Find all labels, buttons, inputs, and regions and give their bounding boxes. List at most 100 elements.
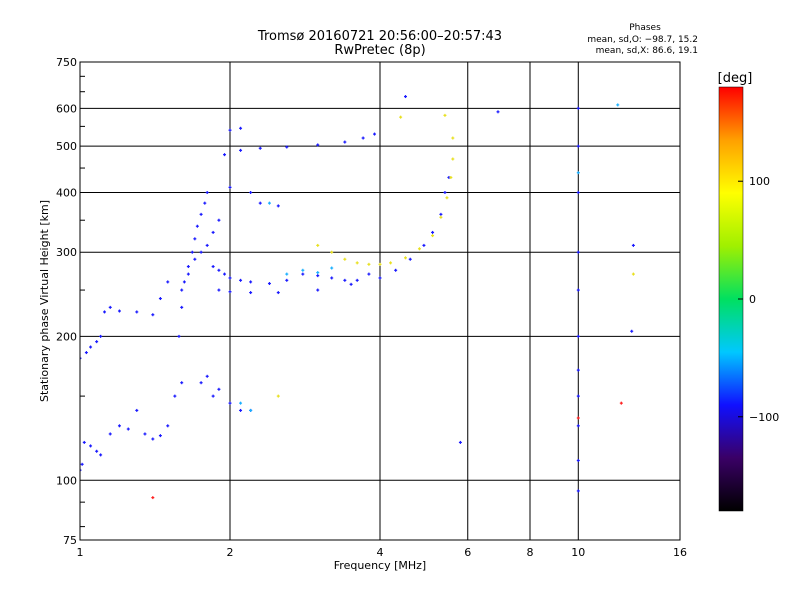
data-point (199, 381, 203, 385)
data-point (285, 145, 289, 149)
y-tick-label: 750 (56, 56, 77, 69)
data-point (439, 212, 443, 216)
data-point (158, 434, 162, 438)
data-point (496, 110, 500, 114)
data-point (223, 272, 227, 276)
data-point (99, 453, 103, 457)
data-point (576, 458, 580, 462)
data-point (301, 268, 305, 272)
data-point (355, 261, 359, 265)
data-point (449, 175, 453, 179)
data-point (258, 146, 262, 150)
data-point (239, 278, 243, 282)
data-point (173, 394, 177, 398)
data-point (330, 250, 334, 254)
data-point (316, 288, 320, 292)
data-point (408, 257, 412, 261)
x-tick-label: 4 (377, 546, 384, 559)
data-point (576, 250, 580, 254)
data-point (205, 374, 209, 378)
colorbar-tick-label: 100 (749, 175, 770, 188)
data-point (576, 144, 580, 148)
data-point (166, 280, 170, 284)
y-tick-label: 100 (56, 474, 77, 487)
data-point (619, 401, 623, 405)
data-point (349, 282, 353, 286)
data-point (166, 424, 170, 428)
data-point (158, 297, 162, 301)
data-point (228, 276, 232, 280)
data-point (239, 126, 243, 130)
data-point (417, 247, 421, 251)
data-point (239, 148, 243, 152)
data-point (389, 261, 393, 265)
x-tick-label: 6 (464, 546, 471, 559)
data-point (439, 215, 443, 219)
data-point (285, 278, 289, 282)
data-point (95, 340, 99, 344)
data-point (239, 401, 243, 405)
data-point (422, 243, 426, 247)
data-point (249, 291, 253, 295)
data-point (211, 394, 215, 398)
colorbar-tick-label: −100 (749, 411, 779, 424)
data-point (451, 157, 455, 161)
data-point (199, 250, 203, 254)
data-point (151, 437, 155, 441)
data-point (99, 334, 103, 338)
data-point (103, 310, 107, 314)
data-point (95, 449, 99, 453)
colorbar-label: [deg] (718, 71, 753, 86)
data-point (89, 444, 93, 448)
data-point (378, 276, 382, 280)
data-point (373, 132, 377, 136)
axis-ticks: 1 2 4 6 8 10 16 75 100 200 300 400 500 600 750 (56, 56, 687, 559)
data-point (199, 212, 203, 216)
data-point (316, 243, 320, 247)
x-tick-label: 2 (227, 546, 234, 559)
data-point (258, 201, 262, 205)
phases-o-line: mean, sd,O: −98.7, 15.2 (587, 35, 698, 45)
data-point (451, 136, 455, 140)
data-point (316, 274, 320, 278)
data-point (576, 288, 580, 292)
data-point (180, 288, 184, 292)
data-point (180, 305, 184, 309)
data-point (108, 432, 112, 436)
phases-title: Phases (629, 23, 661, 33)
data-point (223, 153, 227, 157)
data-point (117, 424, 121, 428)
chart-title: Tromsø 20160721 20:56:00–20:57:43 (257, 29, 502, 44)
data-point (151, 313, 155, 317)
colorbar-tick-label: 0 (749, 293, 756, 306)
data-point (205, 190, 209, 194)
phases-x-line: mean, sd,X: 86.6, 19.1 (596, 46, 698, 56)
data-point (394, 268, 398, 272)
colorbar: [deg] 100 0 −100 (718, 71, 779, 512)
data-point (431, 230, 435, 234)
data-point (228, 401, 232, 405)
data-point (217, 387, 221, 391)
data-point (367, 272, 371, 276)
data-point (276, 204, 280, 208)
plot-frame (79, 61, 681, 541)
data-point (631, 272, 635, 276)
data-point (203, 201, 207, 205)
data-point (285, 272, 289, 276)
data-point (276, 394, 280, 398)
x-tick-label: 16 (673, 546, 687, 559)
data-point (182, 280, 186, 284)
chart-subtitle: RwPretec (8p) (334, 43, 425, 58)
y-tick-label: 75 (63, 534, 77, 547)
data-point (135, 310, 139, 314)
data-point (431, 234, 435, 238)
data-point (343, 257, 347, 261)
data-point (186, 265, 190, 269)
data-point (126, 427, 130, 431)
data-point (443, 113, 447, 117)
data-point (445, 196, 449, 200)
data-point (108, 305, 112, 309)
data-point (631, 243, 635, 247)
data-point (316, 271, 320, 275)
